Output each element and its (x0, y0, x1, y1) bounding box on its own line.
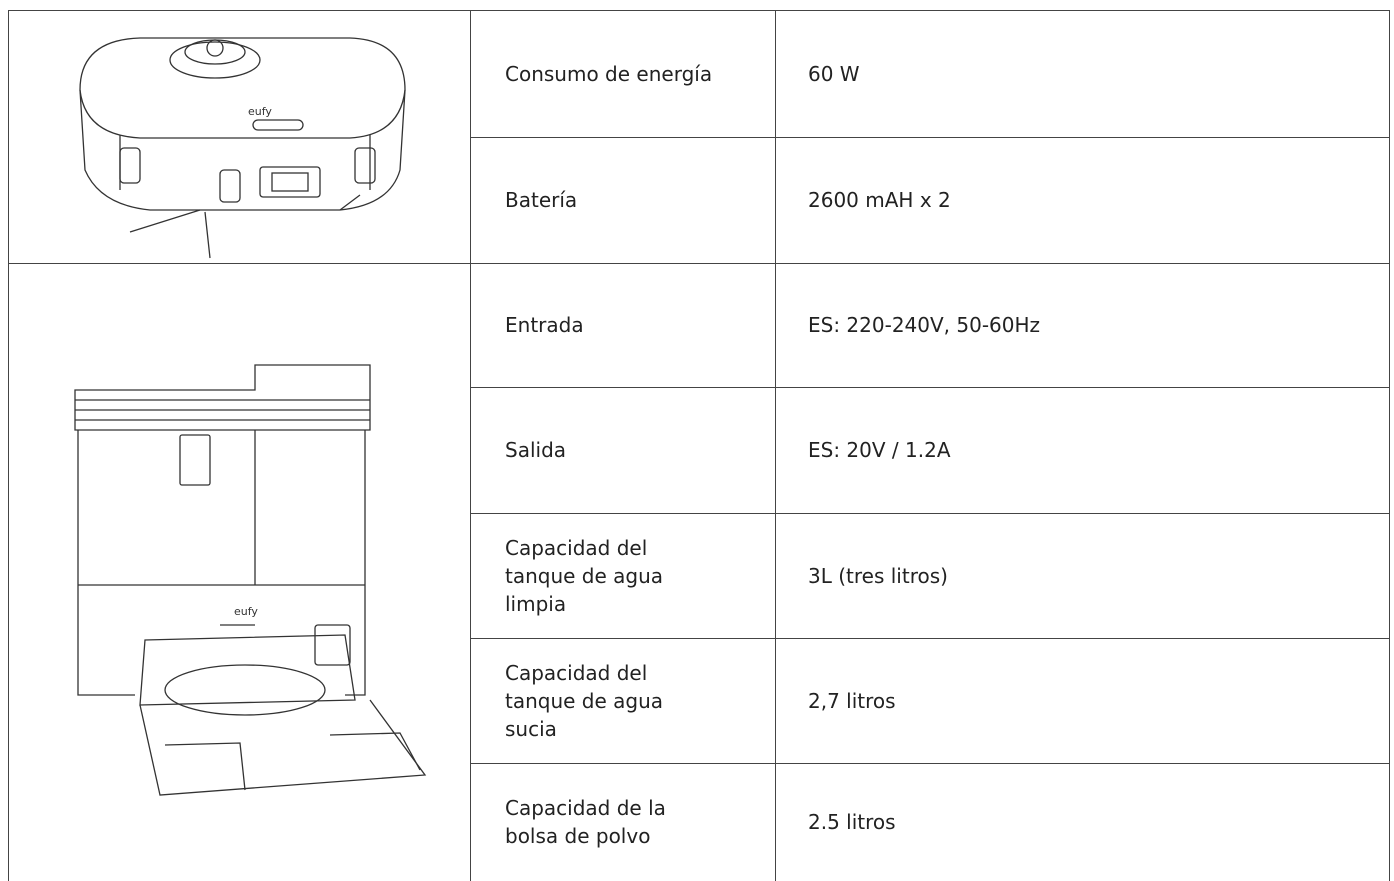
label-line: limpia (505, 591, 567, 616)
label-line: sucia (505, 716, 557, 741)
station-illustration: eufy (74, 364, 427, 796)
spec-value: 2600 mAH x 2 (808, 188, 951, 212)
table-border (8, 10, 9, 881)
label-line: Capacidad del (505, 660, 648, 685)
label-line: Salida (505, 438, 567, 462)
label-line: Entrada (505, 313, 584, 337)
robot-brand: eufy (248, 105, 272, 118)
spec-label: Salida (505, 387, 566, 513)
spec-value: 2,7 litros (808, 688, 896, 713)
spec-label: Consumo de energía (505, 10, 712, 137)
spec-label: Entrada (505, 263, 584, 387)
row-line (470, 638, 1390, 639)
table-border (1389, 10, 1390, 881)
station-brand: eufy (234, 605, 258, 618)
spec-value: 3L (tres litros) (808, 563, 948, 588)
row-line (8, 263, 1390, 264)
column-line (775, 10, 776, 881)
table-border (8, 10, 1390, 11)
label-line: Batería (505, 188, 578, 212)
spec-label: Capacidad de la bolsa de polvo (505, 763, 666, 881)
label-line: tanque de agua (505, 563, 664, 588)
row-line (470, 387, 1390, 388)
label-line: Capacidad de la (505, 796, 666, 820)
column-line (470, 10, 471, 881)
label-line: bolsa de polvo (505, 824, 651, 848)
label-line: Consumo de energía (505, 61, 713, 86)
spec-label: Capacidad del tanque de agua limpia (505, 513, 663, 638)
spec-label: Batería (505, 137, 577, 263)
label-line: Capacidad del (505, 535, 648, 560)
row-line (470, 763, 1390, 764)
spec-value: ES: 220-240V, 50-60Hz (808, 313, 1041, 337)
row-line (470, 137, 1390, 138)
spec-value: 60 W (808, 61, 860, 86)
spec-label: Capacidad del tanque de agua sucia (505, 638, 663, 763)
spec-value: ES: 20V / 1.2A (808, 438, 951, 462)
label-line: tanque de agua (505, 688, 664, 713)
row-line (470, 513, 1390, 514)
robot-illustration: eufy (79, 37, 406, 259)
spec-value: 2.5 litros (808, 810, 896, 834)
